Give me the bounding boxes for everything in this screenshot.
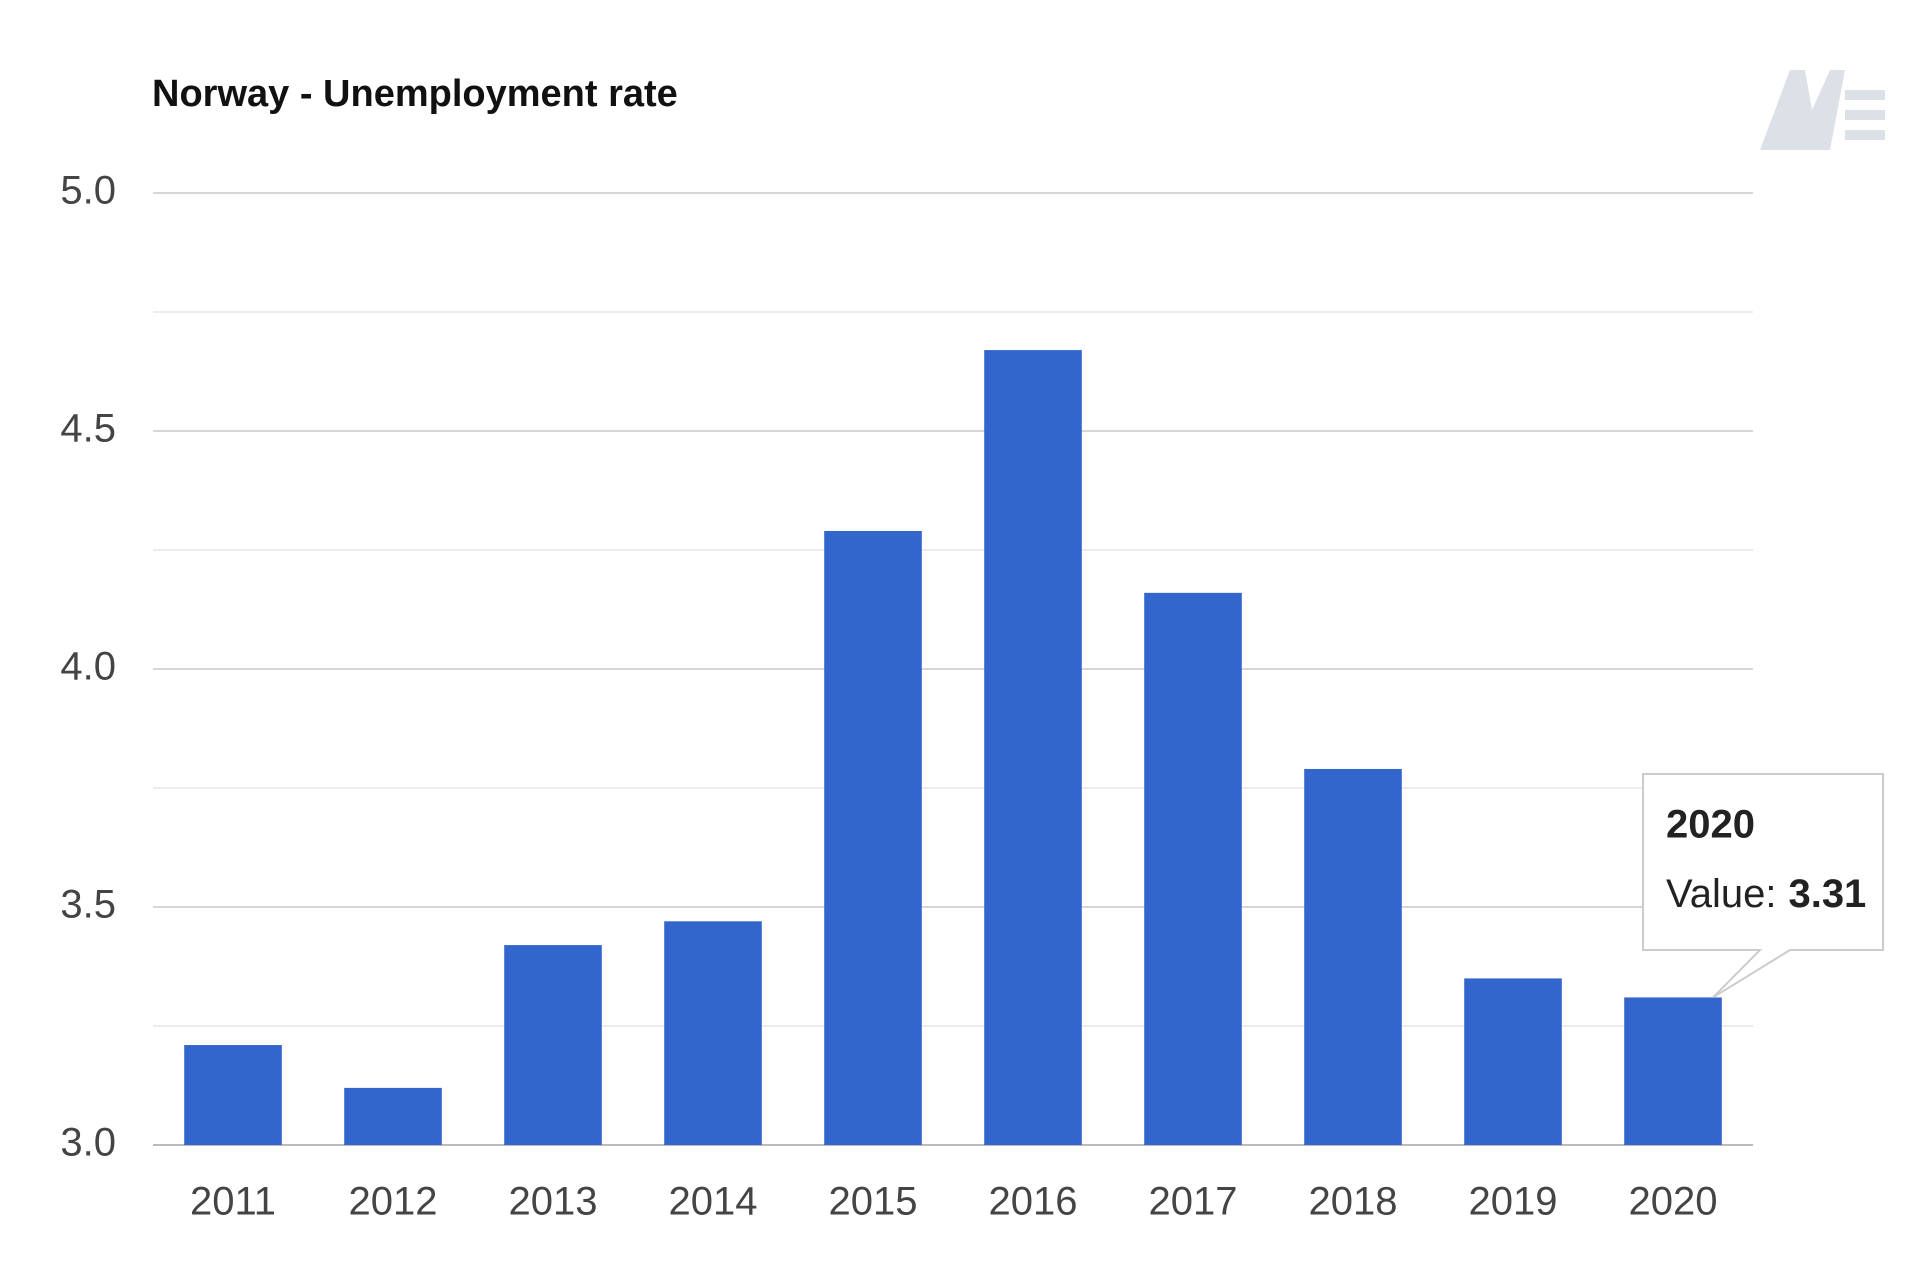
- tooltip-box: [1642, 773, 1884, 999]
- x-tick-label: 2020: [1629, 1180, 1718, 1224]
- x-tick-label: 2012: [349, 1180, 438, 1224]
- bar: [504, 945, 602, 1145]
- bar: [984, 350, 1082, 1146]
- y-tick-label: 3.5: [60, 883, 116, 927]
- bar: [1144, 592, 1242, 1145]
- x-tick-label: 2013: [509, 1180, 598, 1224]
- bar: [1624, 997, 1722, 1145]
- x-tick-label: 2019: [1469, 1180, 1558, 1224]
- tooltip: 2020 Value: 3.31: [1642, 773, 1884, 999]
- bar: [184, 1045, 282, 1145]
- tooltip-title: 2020: [1666, 803, 1755, 847]
- x-tick-label: 2014: [669, 1180, 758, 1224]
- tooltip-value: Value: 3.31: [1666, 872, 1866, 916]
- logo: [1760, 70, 1885, 150]
- bar: [824, 530, 922, 1145]
- x-tick-label: 2016: [989, 1180, 1078, 1224]
- bar: [1304, 768, 1402, 1145]
- bar: [1464, 978, 1562, 1145]
- x-tick-label: 2017: [1149, 1180, 1238, 1224]
- y-tick-label: 4.0: [60, 645, 116, 689]
- tooltip-label: Value:: [1666, 872, 1776, 916]
- x-tick-label: 2015: [829, 1180, 918, 1224]
- y-tick-label: 3.0: [60, 1121, 116, 1165]
- chart-title: Norway - Unemployment rate: [152, 73, 678, 115]
- tooltip-number: 3.31: [1788, 872, 1866, 916]
- y-tick-label: 4.5: [60, 407, 116, 451]
- x-tick-label: 2018: [1309, 1180, 1398, 1224]
- y-tick-label: 5.0: [60, 169, 116, 213]
- bar: [344, 1087, 442, 1145]
- bar: [664, 921, 762, 1145]
- x-tick-label: 2011: [190, 1180, 276, 1224]
